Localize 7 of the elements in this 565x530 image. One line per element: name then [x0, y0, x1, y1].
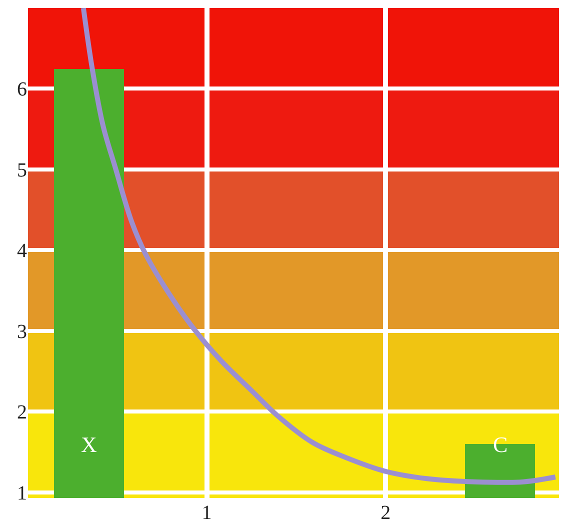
annotation: X [81, 432, 97, 457]
y-tick-label: 6 [17, 78, 27, 101]
y-tick-label: 2 [17, 402, 27, 424]
y-tick-label: 3 [17, 320, 27, 343]
y-tick-label: 4 [17, 240, 27, 262]
y-tick-label: 5 [17, 159, 27, 182]
y-tick-label: 1 [17, 482, 27, 504]
